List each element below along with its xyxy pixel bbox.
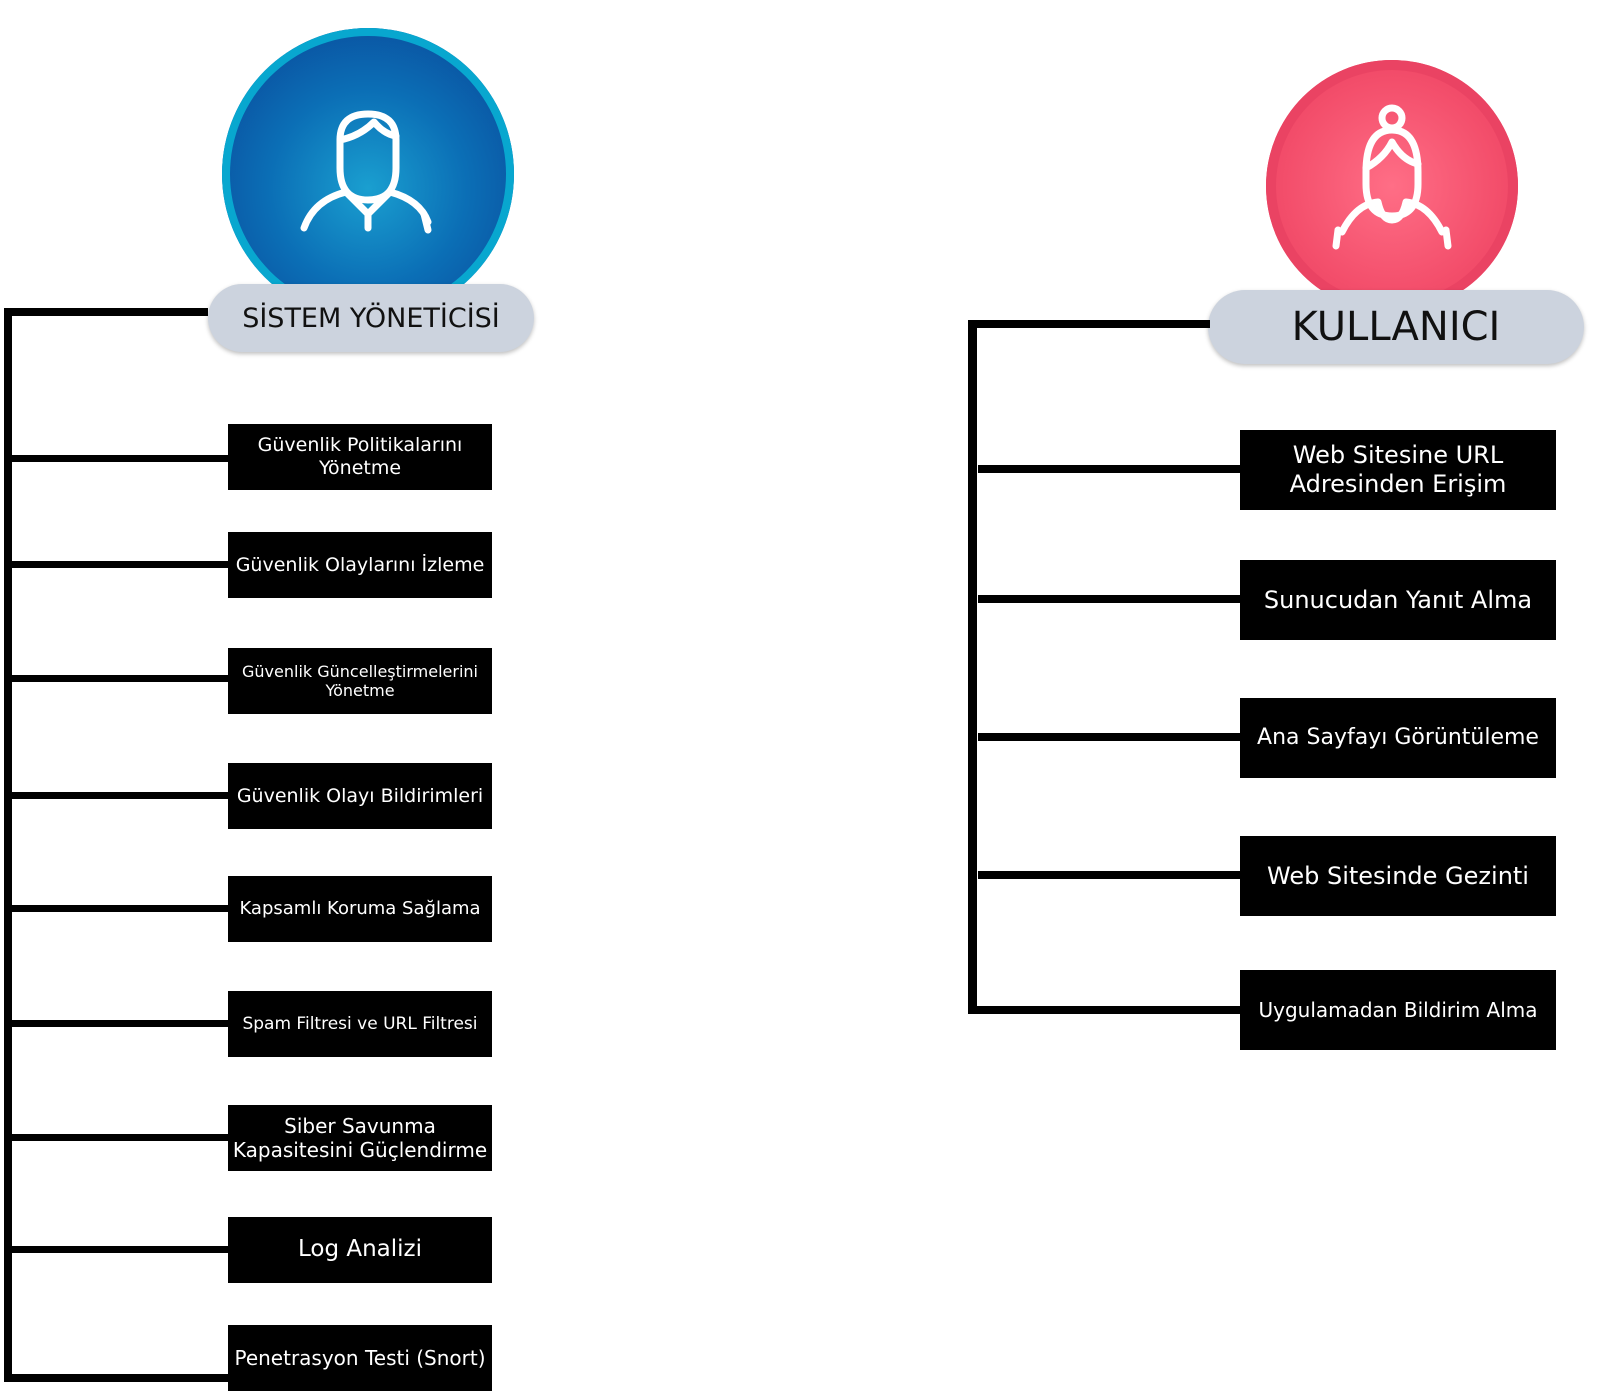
admin-title-pill: SİSTEM YÖNETİCİSİ [208, 284, 534, 352]
admin-item-9: Penetrasyon Testi (Snort) [228, 1325, 492, 1391]
admin-root-connector [4, 308, 208, 316]
user-avatar [1266, 60, 1518, 312]
user-branch-line [978, 595, 1240, 603]
user-title: KULLANICI [1291, 304, 1501, 350]
admin-branch-line [10, 1134, 228, 1141]
user-item-1: Web Sitesine URL Adresinden Erişim [1240, 430, 1556, 510]
admin-title: SİSTEM YÖNETİCİSİ [242, 302, 500, 334]
user-item-2: Sunucudan Yanıt Alma [1240, 560, 1556, 640]
admin-item-2: Güvenlik Olaylarını İzleme [228, 532, 492, 598]
admin-trunk-line [4, 308, 12, 1382]
admin-item-4: Güvenlik Olayı Bildirimleri [228, 763, 492, 829]
admin-branch-line [10, 792, 228, 799]
user-title-pill: KULLANICI [1208, 290, 1584, 364]
admin-branch-line [10, 1246, 228, 1253]
admin-branch-line [10, 561, 228, 568]
user-trunk-line [968, 320, 977, 1014]
admin-item-8: Log Analizi [228, 1217, 492, 1283]
admin-branch-line [10, 675, 228, 682]
admin-item-6: Spam Filtresi ve URL Filtresi [228, 991, 492, 1057]
user-item-3: Ana Sayfayı Görüntüleme [1240, 698, 1556, 778]
male-user-icon [300, 110, 432, 234]
admin-item-7: Siber Savunma Kapasitesini Güçlendirme [228, 1105, 492, 1171]
user-branch-line [978, 465, 1240, 473]
admin-branch-line [10, 905, 228, 912]
female-user-icon [1332, 104, 1452, 250]
admin-item-3: Güvenlik Güncelleştirmelerini Yönetme [228, 648, 492, 714]
admin-branch-line [10, 455, 228, 462]
user-root-connector [968, 320, 1210, 328]
user-item-4: Web Sitesinde Gezinti [1240, 836, 1556, 916]
user-item-5: Uygulamadan Bildirim Alma [1240, 970, 1556, 1050]
admin-avatar [222, 28, 514, 320]
user-branch-line [968, 1006, 1240, 1014]
admin-branch-line [4, 1374, 228, 1382]
user-branch-line [978, 733, 1240, 741]
user-branch-line [978, 871, 1240, 879]
admin-branch-line [10, 1020, 228, 1027]
admin-item-5: Kapsamlı Koruma Sağlama [228, 876, 492, 942]
admin-item-1: Güvenlik Politikalarını Yönetme [228, 424, 492, 490]
